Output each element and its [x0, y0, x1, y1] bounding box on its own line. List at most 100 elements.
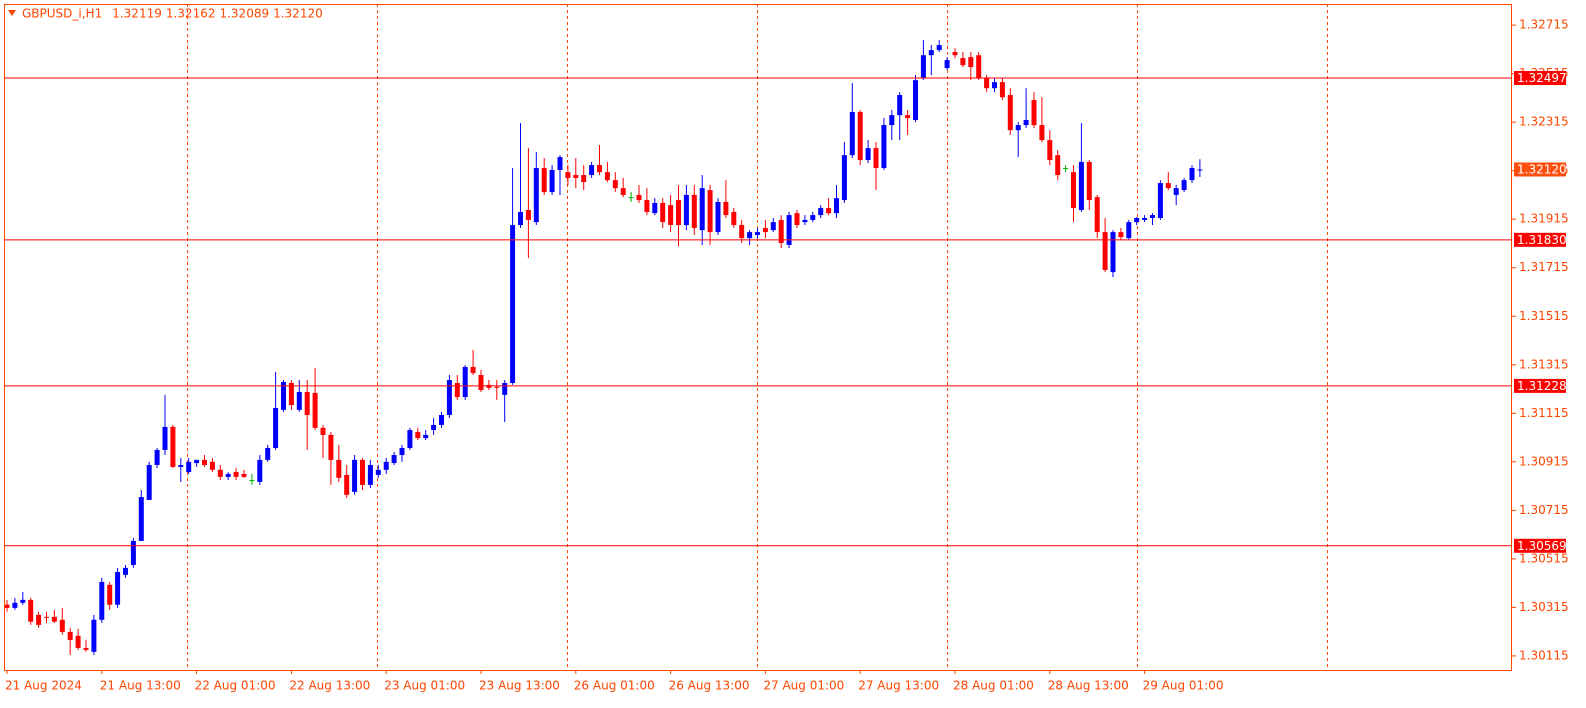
candle-body	[778, 219, 784, 243]
candle-body	[233, 472, 239, 477]
candle-body	[802, 219, 808, 223]
candle-body	[115, 571, 121, 605]
x-tick-label: 28 Aug 13:00	[1048, 679, 1129, 693]
candle-body	[826, 208, 832, 214]
y-tick-label: 1.30515	[1519, 551, 1569, 565]
x-tick-label: 21 Aug 2024	[5, 679, 82, 693]
candle-body	[123, 567, 128, 575]
candle-body	[462, 366, 468, 398]
level-label: 1.31830	[1517, 233, 1567, 247]
candle-body	[628, 197, 634, 199]
level-label: 1.30569	[1517, 539, 1567, 553]
candle-body	[12, 602, 18, 608]
x-tick-label: 23 Aug 13:00	[479, 679, 560, 693]
candle-body	[794, 213, 800, 226]
candle-body	[604, 172, 610, 181]
candle-body	[565, 172, 571, 178]
candle-body	[660, 202, 666, 223]
candle-body	[715, 201, 721, 233]
candle-body	[739, 225, 745, 239]
candle-body	[304, 391, 310, 416]
candle-body	[549, 169, 555, 193]
candle-body	[281, 382, 286, 410]
plot-area	[4, 40, 1203, 655]
candle-body	[99, 581, 105, 620]
y-tick-label: 1.30315	[1519, 600, 1569, 614]
candle-body	[478, 374, 484, 391]
candle-body	[644, 200, 650, 212]
candle-body	[1126, 222, 1132, 239]
candle-body	[83, 647, 89, 650]
candle-body	[454, 382, 460, 398]
candle-body	[367, 464, 373, 485]
candle-body	[217, 469, 223, 477]
candle-body	[723, 201, 729, 216]
candle-body	[265, 448, 271, 460]
candle-body	[360, 459, 365, 485]
candle-body	[1157, 183, 1163, 218]
candle-body	[857, 111, 863, 161]
x-tick-label: 26 Aug 01:00	[574, 679, 655, 693]
candle-body	[691, 194, 697, 228]
level-label: 1.31228	[1517, 379, 1567, 393]
candle-body	[1039, 125, 1045, 141]
candle-body	[1047, 140, 1053, 161]
candle-body	[905, 115, 911, 119]
candle-body	[1102, 232, 1108, 270]
candle-body	[557, 157, 563, 170]
candle-body	[20, 599, 26, 603]
header-value: 1.32120	[273, 7, 323, 21]
y-tick-label: 1.31915	[1519, 212, 1569, 226]
header-value: 1.32162	[166, 7, 216, 21]
candle-body	[652, 202, 658, 214]
candle-body	[375, 469, 381, 475]
level-box	[1514, 232, 1566, 247]
candle-body	[810, 215, 816, 220]
candle-body	[67, 631, 73, 640]
candle-body	[928, 50, 934, 56]
x-tick-label: 22 Aug 01:00	[195, 679, 276, 693]
candle-body	[999, 82, 1005, 98]
candle-body	[731, 211, 737, 226]
candle-body	[273, 407, 279, 448]
candle-body	[541, 168, 547, 193]
candle-body	[573, 175, 579, 178]
candle-body	[91, 619, 97, 652]
candle-body	[431, 424, 437, 431]
collapse-icon	[8, 10, 16, 16]
candle-body	[834, 198, 839, 214]
candle-body	[984, 78, 990, 89]
candle-body	[597, 165, 602, 173]
candle-body	[178, 464, 184, 467]
candle-body	[328, 434, 334, 460]
candle-body	[1055, 155, 1061, 176]
candle-body	[510, 225, 516, 383]
candle-body	[209, 461, 215, 470]
header-value: 1.32119	[112, 7, 162, 21]
candle-body	[470, 366, 476, 374]
x-tick-label: 27 Aug 13:00	[858, 679, 939, 693]
candle-body	[225, 473, 231, 477]
candle-body	[320, 427, 326, 435]
candle-body	[1110, 232, 1116, 273]
x-tick-label: 26 Aug 13:00	[669, 679, 750, 693]
candle-body	[889, 115, 895, 126]
candle-body	[1094, 197, 1100, 233]
candle-body	[786, 215, 792, 245]
candle-body	[407, 430, 413, 448]
candle-body	[336, 459, 342, 478]
candle-body	[612, 180, 618, 189]
candle-body	[249, 480, 255, 482]
candle-body	[4, 604, 10, 608]
level-box	[1514, 538, 1566, 553]
candle-body	[762, 227, 768, 233]
candle-body	[296, 391, 302, 410]
candle-body	[1173, 188, 1179, 195]
candle-body	[1063, 168, 1069, 170]
candle-body	[747, 232, 753, 239]
candle-body	[415, 431, 421, 439]
candle-body	[936, 45, 942, 51]
x-tick-label: 28 Aug 01:00	[953, 679, 1034, 693]
candle-body	[1086, 161, 1092, 201]
candle-body	[494, 386, 500, 388]
